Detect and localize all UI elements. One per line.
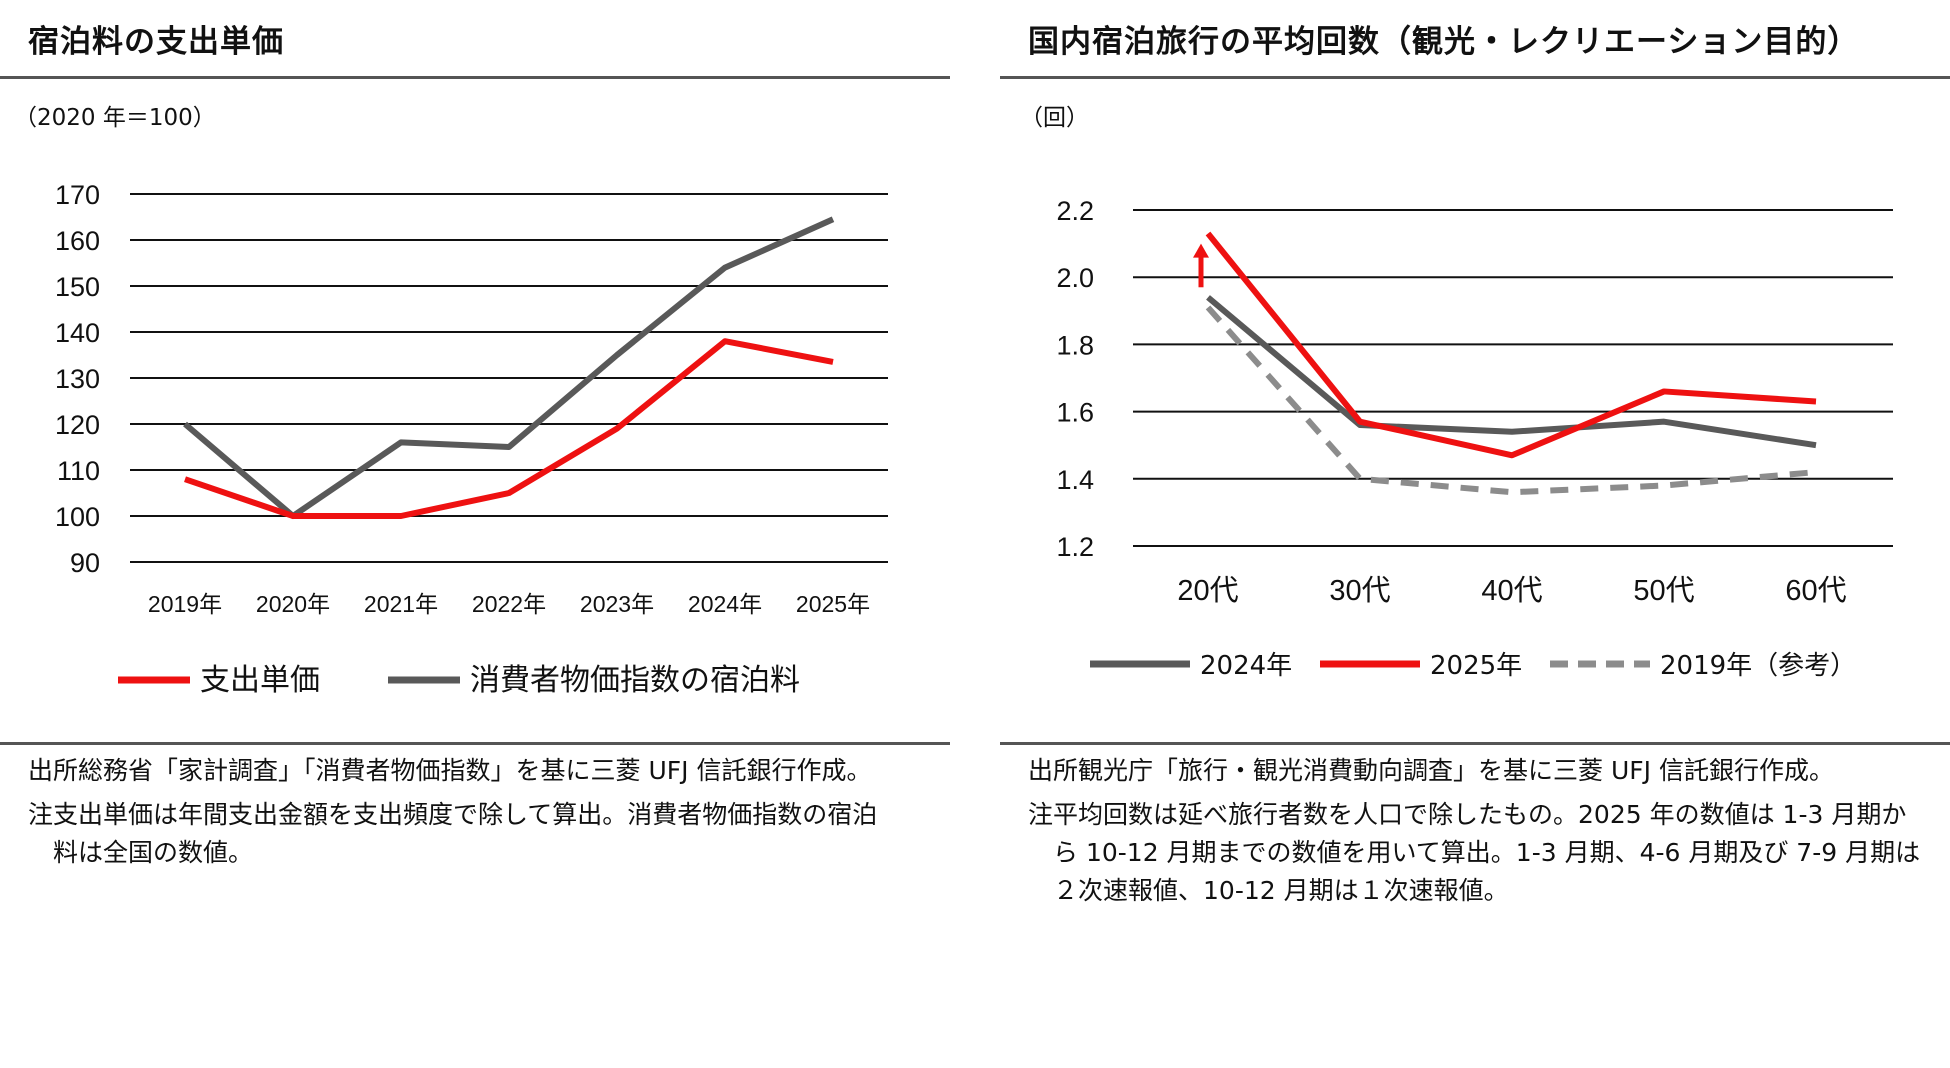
y-tick-label: 100 bbox=[55, 502, 100, 532]
y-tick-label: 1.2 bbox=[1056, 532, 1094, 562]
right-unit-label: （回） bbox=[1020, 105, 1089, 131]
legend-label-2: 消費者物価指数の宿泊料 bbox=[470, 663, 800, 698]
right-bottom-rule bbox=[1000, 742, 1950, 745]
x-tick-label: 50代 bbox=[1633, 575, 1694, 607]
x-tick-label: 30代 bbox=[1329, 575, 1390, 607]
left-unit-label: （2020 年＝100） bbox=[14, 105, 216, 131]
note-label: 出所 bbox=[28, 756, 79, 785]
x-tick-label: 20代 bbox=[1177, 575, 1238, 607]
legend-label-1: 2024年 bbox=[1200, 651, 1292, 681]
note-label: 注 bbox=[28, 800, 54, 829]
series-line-3 bbox=[1205, 305, 1817, 496]
note-label: 注 bbox=[1028, 800, 1054, 829]
y-tick-label: 170 bbox=[55, 180, 100, 210]
x-tick-label: 2019年 bbox=[148, 591, 222, 617]
x-tick-label: 40代 bbox=[1481, 575, 1542, 607]
x-tick-label: 60代 bbox=[1785, 575, 1846, 607]
x-tick-label: 2023年 bbox=[580, 591, 654, 617]
x-tick-label: 2020年 bbox=[256, 591, 330, 617]
y-tick-label: 1.8 bbox=[1056, 330, 1094, 360]
y-tick-label: 1.6 bbox=[1056, 398, 1094, 428]
legend-label-3: 2019年（参考） bbox=[1660, 651, 1856, 681]
left-title-rule bbox=[0, 76, 950, 79]
right-notes: 出所 観光庁「旅行・観光消費動向調査」を基に三菱 UFJ 信託銀行作成。 注 平… bbox=[1028, 752, 1928, 916]
note-text: 支出単価は年間支出金額を支出頻度で除して算出。消費者物価指数の宿泊料は全国の数値… bbox=[53, 800, 878, 867]
y-tick-label: 110 bbox=[57, 456, 100, 486]
note-text: 総務省「家計調査」「消費者物価指数」を基に三菱 UFJ 信託銀行作成。 bbox=[78, 756, 872, 785]
series-line-1 bbox=[1206, 295, 1817, 449]
left-bottom-rule bbox=[0, 742, 950, 745]
note-text: 平均回数は延べ旅行者数を人口で除したもの。2025 年の数値は 1-3 月期から… bbox=[1053, 800, 1921, 905]
x-tick-label: 2021年 bbox=[364, 591, 438, 617]
x-tick-label: 2025年 bbox=[796, 591, 870, 617]
x-tick-label: 2022年 bbox=[472, 591, 546, 617]
legend-label-2: 2025年 bbox=[1430, 651, 1522, 681]
y-tick-label: 2.2 bbox=[1056, 196, 1094, 226]
right-chart-title: 国内宿泊旅行の平均回数（観光・レクリエーション目的） bbox=[1028, 24, 1860, 60]
series-line-1 bbox=[184, 338, 834, 519]
note-text: 観光庁「旅行・観光消費動向調査」を基に三菱 UFJ 信託銀行作成。 bbox=[1078, 756, 1834, 785]
right-title-rule bbox=[1000, 76, 1950, 79]
note-label: 出所 bbox=[1028, 756, 1079, 785]
y-tick-label: 2.0 bbox=[1056, 263, 1094, 293]
y-tick-label: 140 bbox=[55, 318, 100, 348]
right-note-source: 出所 観光庁「旅行・観光消費動向調査」を基に三菱 UFJ 信託銀行作成。 bbox=[1028, 752, 1928, 790]
y-tick-label: 90 bbox=[70, 548, 100, 578]
right-note-remark: 注 平均回数は延べ旅行者数を人口で除したもの。2025 年の数値は 1-3 月期… bbox=[1028, 796, 1928, 910]
y-tick-label: 150 bbox=[55, 272, 100, 302]
left-notes: 出所 総務省「家計調査」「消費者物価指数」を基に三菱 UFJ 信託銀行作成。 注… bbox=[28, 752, 898, 878]
annotation-arrow-head bbox=[1193, 243, 1209, 258]
x-tick-label: 2024年 bbox=[688, 591, 762, 617]
left-note-source: 出所 総務省「家計調査」「消費者物価指数」を基に三菱 UFJ 信託銀行作成。 bbox=[28, 752, 898, 790]
y-tick-label: 1.4 bbox=[1056, 465, 1094, 495]
y-tick-label: 120 bbox=[55, 410, 100, 440]
y-tick-label: 130 bbox=[55, 364, 100, 394]
y-tick-label: 160 bbox=[55, 226, 100, 256]
legend-label-1: 支出単価 bbox=[200, 663, 320, 698]
left-note-remark: 注 支出単価は年間支出金額を支出頻度で除して算出。消費者物価指数の宿泊料は全国の… bbox=[28, 796, 898, 872]
series-line-2 bbox=[1205, 231, 1817, 459]
left-chart-title: 宿泊料の支出単価 bbox=[28, 24, 284, 60]
series-line-2 bbox=[183, 216, 835, 519]
